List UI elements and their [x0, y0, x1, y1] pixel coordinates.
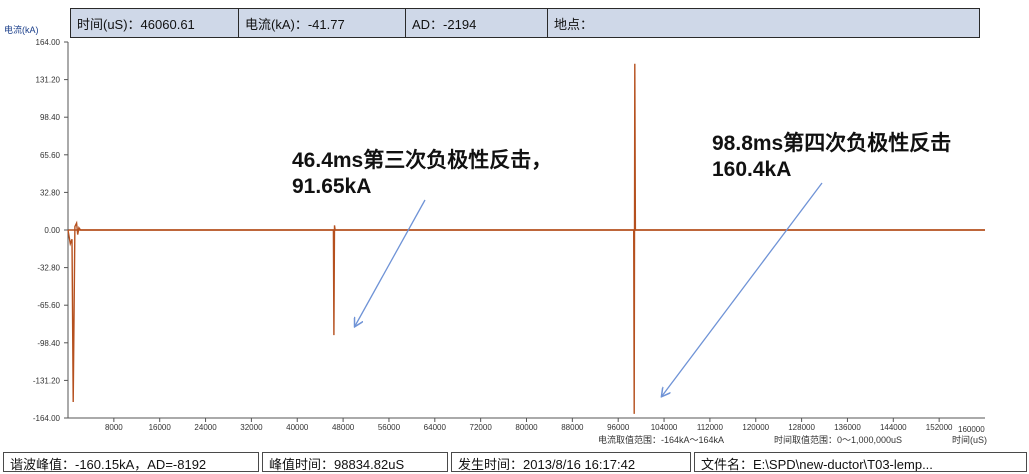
- x-tick-label: 8000: [105, 423, 123, 432]
- annotation-fourth-strike: 98.8ms第四次负极性反击 160.4kA: [712, 131, 951, 183]
- x-tick-label: 48000: [332, 423, 355, 432]
- y-tick-label: -98.40: [37, 339, 60, 348]
- y-tick-label: 65.60: [40, 151, 61, 160]
- y-tick-label: 164.00: [36, 38, 61, 47]
- y-tick-label: -65.60: [37, 301, 60, 310]
- x-tick-label: 96000: [607, 423, 630, 432]
- y-tick-label: 0.00: [44, 226, 60, 235]
- time-range-text: 时间取值范围：0～1,000,000uS: [774, 434, 902, 445]
- x-tick-label: 144000: [880, 423, 907, 432]
- x-tick-label: 40000: [286, 423, 309, 432]
- x-max-label: 160000: [958, 425, 985, 434]
- ad-readout: AD：-2194: [406, 9, 548, 37]
- x-axis-title: 时间(uS): [952, 434, 987, 445]
- annotation-third-strike: 46.4ms第三次负极性反击， 91.65kA: [292, 148, 552, 200]
- y-tick-label: -32.80: [37, 264, 60, 273]
- occur-time-status: 发生时间：2013/8/16 16:17:42: [451, 452, 691, 472]
- x-tick-label: 128000: [788, 423, 815, 432]
- x-tick-label: 80000: [515, 423, 538, 432]
- annotation-third-line2: 91.65kA: [292, 175, 372, 198]
- current-readout: 电流(kA)：-41.77: [239, 9, 406, 37]
- y-tick-label: -131.20: [33, 376, 61, 385]
- x-tick-label: 120000: [742, 423, 769, 432]
- x-tick-label: 16000: [149, 423, 172, 432]
- peak-time-status: 峰值时间：98834.82uS: [262, 452, 448, 472]
- x-tick-label: 64000: [424, 423, 447, 432]
- file-name-status: 文件名：E:\SPD\new-ductor\T03-lemp...: [694, 452, 1027, 472]
- current-range-text: 电流取值范围：-164kA～164kA: [598, 434, 724, 445]
- x-tick-label: 88000: [561, 423, 584, 432]
- x-tick-label: 72000: [470, 423, 493, 432]
- current-waveform: [67, 63, 985, 414]
- time-readout: 时间(uS)：46060.61: [71, 9, 239, 37]
- location-readout: 地点：: [554, 17, 594, 32]
- valley-peak-status: 谐波峰值：-160.15kA，AD=-8192: [3, 452, 259, 472]
- x-tick-label: 56000: [378, 423, 401, 432]
- y-tick-label: 98.40: [40, 113, 61, 122]
- y-tick-label: -164.00: [33, 414, 61, 423]
- y-tick-label: 32.80: [40, 188, 61, 197]
- x-axis: 8000 16000 24000 32000 40000 48000 56000 64000 7…: [105, 418, 953, 432]
- x-tick-label: 112000: [697, 423, 724, 432]
- x-tick-label: 32000: [240, 423, 263, 432]
- annotation-third-line1: 46.4ms第三次负极性反击，: [292, 149, 553, 172]
- info-header: 时间(uS)：46060.61 电流(kA)：-41.77 AD：-2194 地…: [70, 8, 980, 38]
- y-axis-title: 电流(kA): [4, 24, 39, 35]
- annotation-fourth-line1: 98.8ms第四次负极性反击: [712, 132, 952, 155]
- x-tick-label: 104000: [651, 423, 678, 432]
- annotation-arrow-fourth: [662, 182, 823, 396]
- x-tick-label: 136000: [834, 423, 861, 432]
- status-footer: 谐波峰值：-160.15kA，AD=-8192 峰值时间：98834.82uS …: [3, 452, 1027, 472]
- annotation-arrow-third: [355, 199, 426, 326]
- x-tick-label: 152000: [926, 423, 953, 432]
- y-tick-label: 131.20: [36, 76, 61, 85]
- x-tick-label: 24000: [194, 423, 217, 432]
- annotation-fourth-line2: 160.4kA: [712, 158, 792, 181]
